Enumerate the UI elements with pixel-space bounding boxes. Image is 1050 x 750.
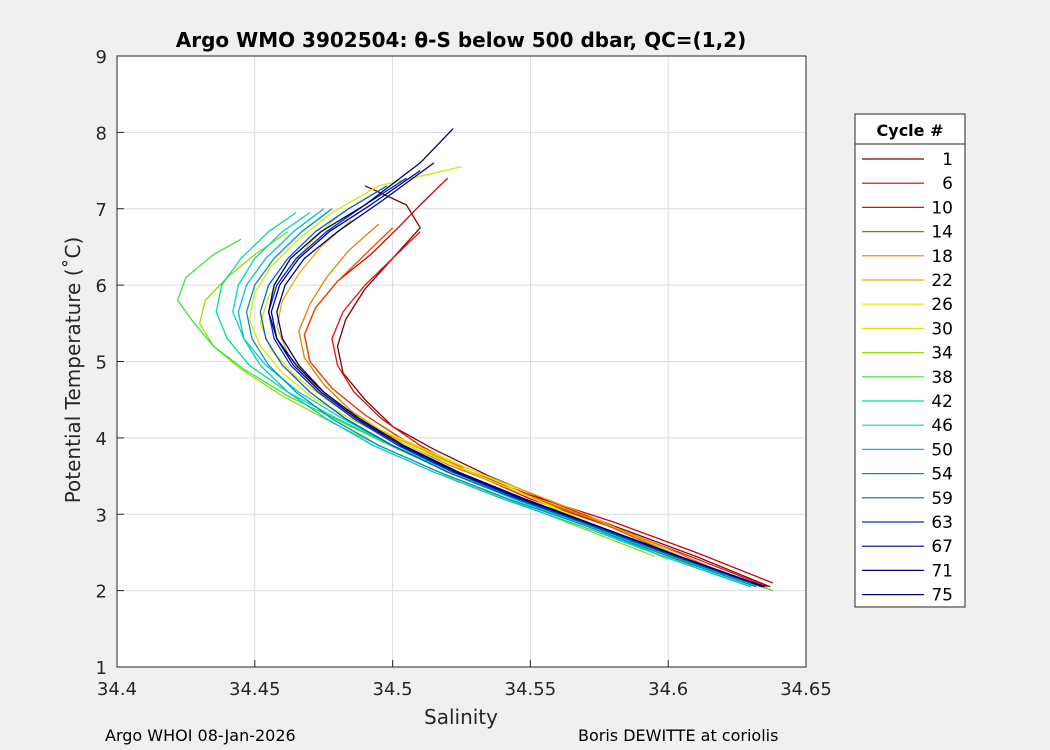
x-tick-label: 34.6 — [648, 679, 688, 700]
series-line-cycle-38 — [176, 238, 774, 592]
footer-right-text: Boris DEWITTE at coriolis — [578, 726, 779, 745]
y-tick-label: 4 — [96, 429, 107, 450]
legend-label-59: 59 — [931, 489, 953, 509]
legend-label-22: 22 — [931, 271, 953, 291]
legend-label-75: 75 — [931, 586, 953, 606]
series-line-cycle-54 — [245, 208, 757, 588]
legend-label-42: 42 — [931, 392, 953, 412]
x-axis-label: Salinity — [424, 705, 498, 729]
legend-label-71: 71 — [931, 561, 953, 581]
series-line-cycle-1 — [336, 185, 771, 588]
series-line-cycle-75 — [267, 128, 765, 588]
legend-label-18: 18 — [931, 247, 953, 267]
legend-label-50: 50 — [931, 440, 953, 460]
series-line-cycle-50 — [237, 208, 752, 588]
legend-label-63: 63 — [931, 513, 953, 533]
x-tick-label: 34.45 — [229, 679, 281, 700]
series-line-cycle-14 — [303, 227, 752, 584]
legend-label-14: 14 — [931, 223, 953, 243]
y-tick-label: 9 — [96, 47, 107, 68]
x-tick-label: 34.65 — [780, 679, 832, 700]
legend-entries: 1 6 10 14 18 22 26 30 34 38 42 46 50 54 59 63 67 71 75 — [862, 150, 953, 606]
series-line-cycle-10 — [331, 231, 768, 588]
x-tick-label: 34.4 — [97, 679, 137, 700]
series-line-cycle-18 — [298, 223, 738, 580]
legend-label-38: 38 — [931, 368, 953, 388]
footer-left-text: Argo WHOI 08-Jan-2026 — [105, 726, 296, 745]
legend: Cycle # 1 6 10 14 18 22 26 30 34 38 42 46 50 54 59 63 67… — [854, 113, 966, 608]
legend-label-10: 10 — [931, 198, 953, 218]
legend-label-6: 6 — [942, 174, 953, 194]
series-line-cycle-59 — [259, 185, 763, 588]
y-tick-label: 7 — [96, 200, 107, 221]
legend-box — [854, 113, 966, 608]
ticks: 34.4 34.45 34.5 34.55 34.6 34.65 1 2 3 4 5 6 7 8 9 — [96, 47, 832, 700]
series-line-cycle-63 — [267, 177, 763, 588]
series-layer — [176, 128, 774, 592]
legend-label-46: 46 — [931, 416, 953, 436]
x-tick-label: 34.5 — [373, 679, 413, 700]
legend-label-34: 34 — [931, 344, 953, 364]
y-tick-label: 3 — [96, 505, 107, 526]
legend-label-26: 26 — [931, 295, 953, 315]
y-axis-label: Potential Temperature (˚C) — [61, 237, 85, 504]
y-tick-label: 2 — [96, 582, 107, 603]
y-tick-label: 6 — [96, 276, 107, 297]
series-line-cycle-30 — [248, 166, 669, 561]
y-tick-label: 1 — [96, 658, 107, 679]
y-tick-label: 5 — [96, 353, 107, 374]
legend-label-54: 54 — [931, 465, 953, 485]
legend-title: Cycle # — [877, 121, 944, 140]
x-tick-label: 34.55 — [505, 679, 557, 700]
legend-label-67: 67 — [931, 537, 953, 557]
legend-label-1: 1 — [942, 150, 953, 170]
y-tick-label: 8 — [96, 123, 107, 144]
chart-title: Argo WMO 3902504: θ-S below 500 dbar, QC… — [176, 28, 746, 52]
legend-label-30: 30 — [931, 319, 953, 339]
